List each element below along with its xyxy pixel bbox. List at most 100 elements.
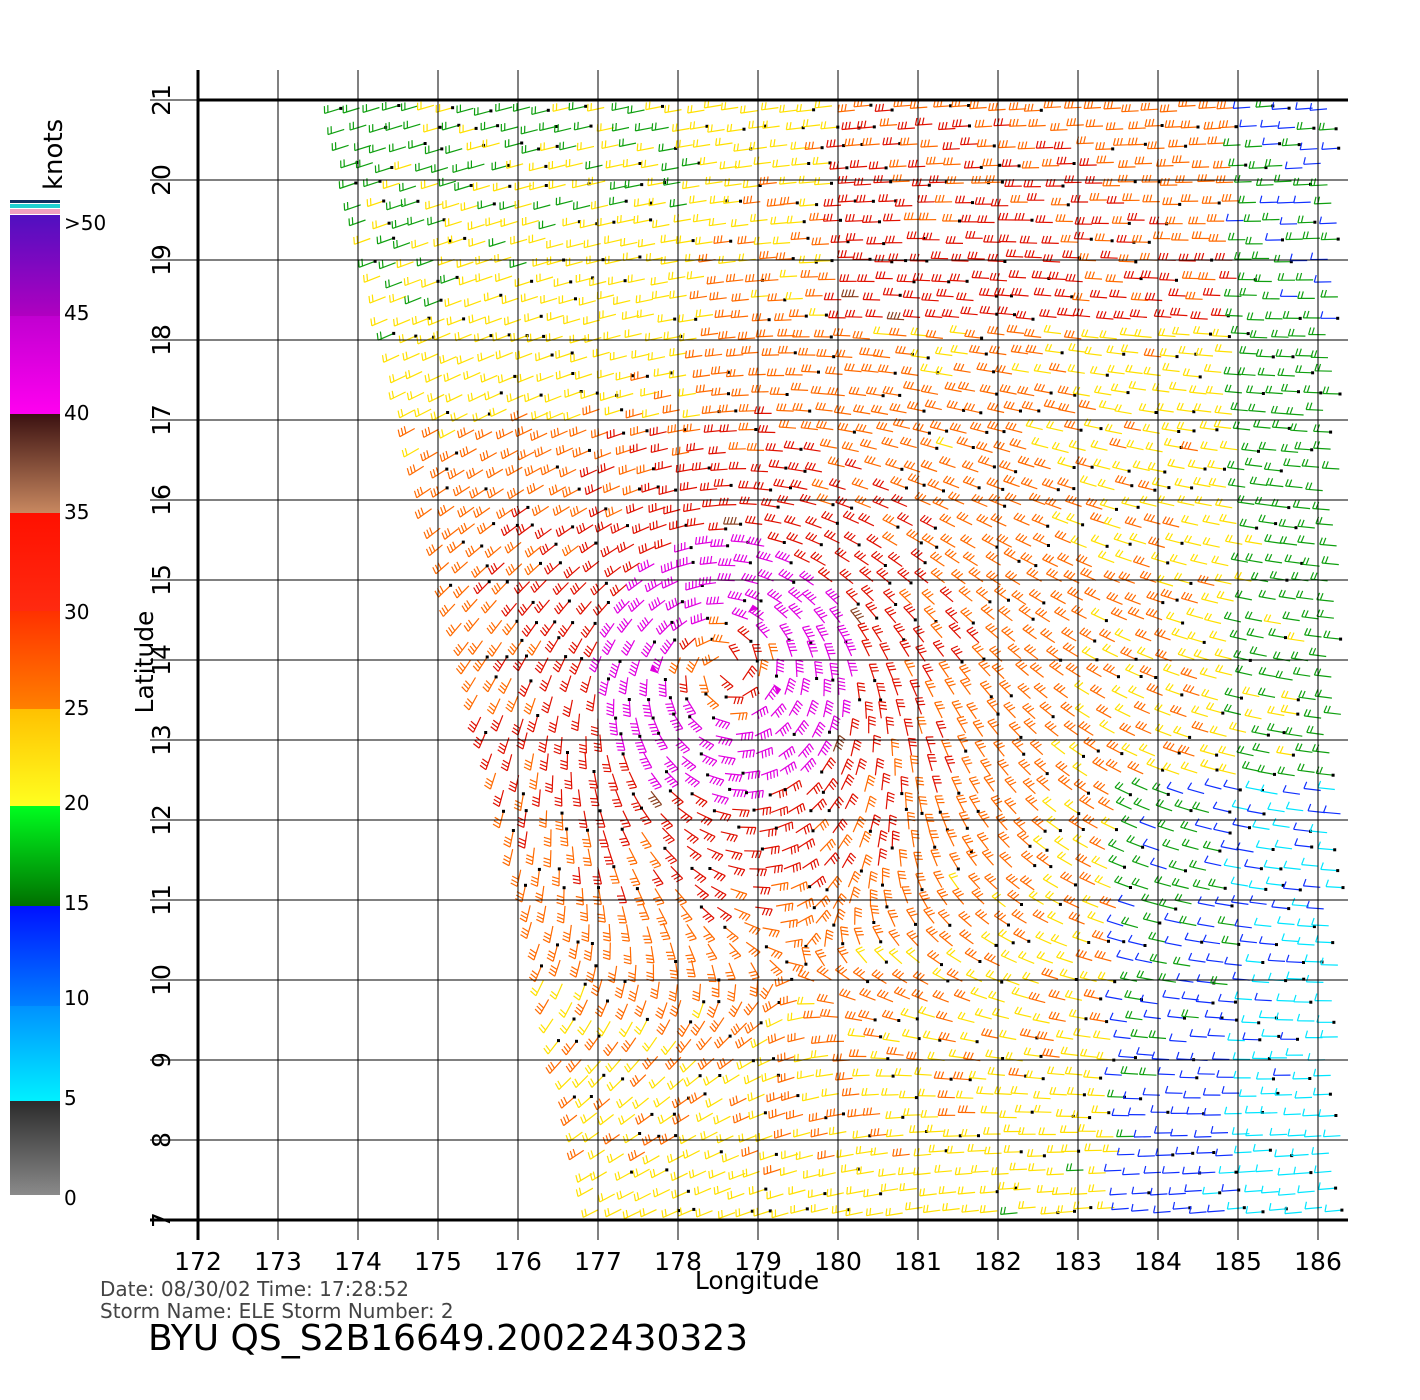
wind-barb [868, 814, 882, 833]
wind-barb [939, 586, 954, 603]
wind-barb [661, 162, 679, 172]
wind-barb [787, 1012, 805, 1022]
wind-barb [986, 402, 1005, 414]
wind-barb [1249, 330, 1268, 339]
wind-barb [1316, 609, 1334, 619]
wind-barb [964, 947, 982, 963]
wind-barb [959, 677, 972, 695]
wind-barb [1142, 912, 1162, 925]
wind-barb [885, 791, 895, 810]
wind-barb [542, 925, 554, 944]
x-tick-labels: 172 173 174 175 176 177 178 179 180 181 182 183 184 1… [174, 1247, 1342, 1276]
wind-barb [858, 512, 875, 527]
wind-barb [969, 100, 987, 110]
wind-barb [703, 925, 716, 943]
wind-barb [1137, 1149, 1155, 1157]
wind-barb [797, 347, 816, 356]
wind-barb [1307, 803, 1325, 814]
wind-barb [1007, 889, 1023, 906]
wind-barb [1297, 1185, 1315, 1194]
wind-barb [563, 315, 581, 325]
wind-barb [376, 235, 396, 245]
wind-barb [685, 656, 700, 673]
wind-barb [531, 504, 550, 517]
wind-barb [816, 348, 836, 359]
wind-barb [975, 441, 993, 454]
wind-barb [624, 329, 642, 339]
wind-barb [1118, 254, 1138, 264]
wind-barb [728, 1170, 746, 1181]
wind-barb [674, 542, 693, 553]
wind-barb [895, 345, 914, 356]
wind-barb [467, 716, 482, 733]
wind-barb [938, 455, 956, 469]
wind-barb [669, 960, 679, 979]
wind-barb [870, 1147, 888, 1156]
wind-barb [695, 384, 714, 394]
wind-barb [928, 1144, 948, 1153]
wind-barb [1286, 971, 1306, 981]
wind-barb [526, 714, 540, 733]
wind-barb [901, 886, 912, 904]
wind-barb [728, 1001, 743, 1018]
wind-barb [681, 158, 701, 167]
wind-barb [480, 121, 500, 131]
wind-barb [678, 314, 698, 323]
wind-barb [844, 458, 862, 470]
wind-barb [633, 1192, 651, 1202]
wind-barb [681, 755, 697, 772]
wind-barb [1276, 745, 1295, 757]
wind-barb [511, 505, 530, 518]
wind-barb [690, 1020, 706, 1036]
wind-barb [769, 387, 789, 396]
wind-barb [527, 943, 540, 961]
wind-barb [579, 219, 599, 229]
wind-barb [627, 105, 645, 114]
wind-barb [819, 1008, 838, 1018]
wind-barb [950, 645, 964, 664]
wind-barb [779, 761, 797, 775]
wind-barb [1150, 1105, 1170, 1114]
wind-barb [796, 914, 815, 926]
wind-barb [823, 699, 834, 718]
wind-barb [1234, 918, 1252, 929]
wind-barb [1258, 514, 1278, 526]
wind-barb [1252, 819, 1270, 830]
wind-barb [759, 983, 774, 1000]
wind-barb [473, 107, 493, 116]
wind-barb [1040, 628, 1056, 644]
wind-barb [445, 145, 463, 155]
wind-barb [905, 947, 920, 964]
wind-barb [876, 682, 886, 702]
wind-barb [906, 930, 919, 947]
wind-barb [608, 276, 627, 286]
wind-barb [1083, 1069, 1103, 1080]
wind-barb [699, 828, 716, 843]
wind-barb [841, 289, 859, 298]
wind-barb [841, 852, 857, 869]
wind-barb [979, 1185, 999, 1194]
wind-barb [785, 639, 798, 657]
wind-barb [459, 446, 477, 458]
wind-barb [452, 585, 470, 599]
wind-barb [1079, 1048, 1098, 1058]
wind-barb [882, 1032, 900, 1043]
wind-barb [882, 513, 900, 529]
wind-barb [1174, 175, 1193, 184]
wind-barb [583, 641, 598, 658]
wind-barb [1073, 778, 1090, 795]
wind-barb [1154, 875, 1172, 887]
colorbar-tick-label: 10 [64, 986, 89, 1010]
wind-barb [528, 234, 546, 244]
wind-barb [743, 1001, 759, 1016]
wind-barb [610, 522, 629, 534]
y-tick-label: 9 [147, 1052, 176, 1068]
wind-barb [1242, 686, 1260, 698]
wind-barb [1105, 122, 1124, 131]
wind-barb [612, 789, 623, 808]
wind-barb [804, 932, 822, 948]
wind-barb [442, 200, 460, 210]
wind-barb [986, 325, 1005, 336]
wind-barb [1280, 690, 1300, 702]
wind-barb [1092, 756, 1108, 772]
